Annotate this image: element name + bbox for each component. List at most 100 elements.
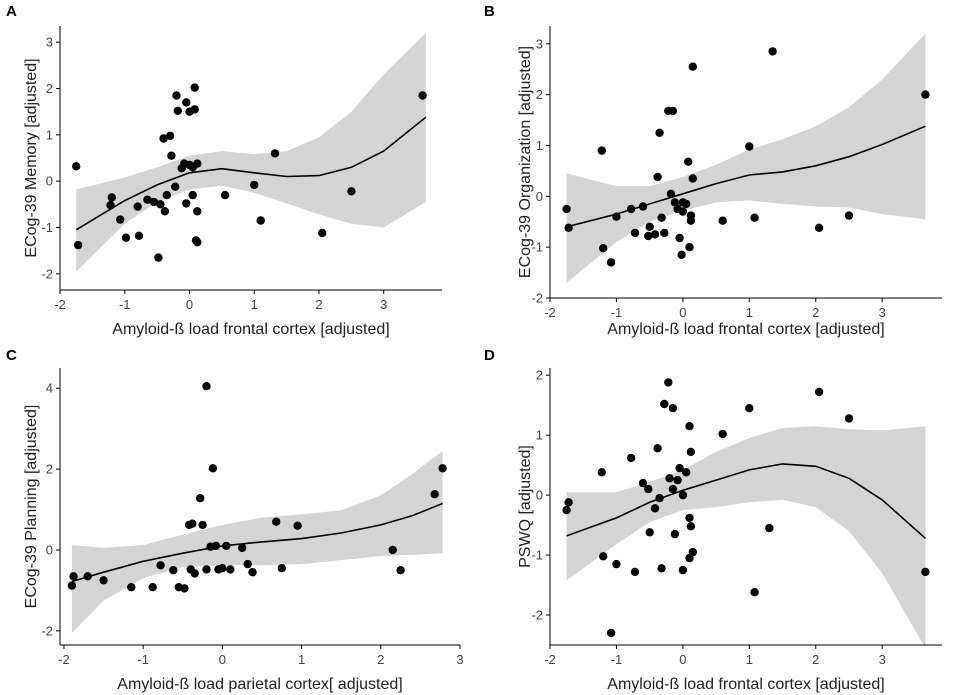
- panel-b-point-36: [814, 223, 824, 232]
- panel-b-point-33: [745, 142, 754, 151]
- panel-d-point-27: [685, 513, 694, 523]
- panel-a-x-tick-label: -2: [54, 297, 66, 312]
- panel-c-fit-line: [71, 502, 443, 583]
- panel-d-x-title: Amyloid-ß load frontal cortex [adjusted]: [607, 676, 884, 693]
- panel-c-point-9: [180, 584, 189, 593]
- panel-b-label: B: [484, 3, 495, 20]
- panel-b-x-tick-label: -1: [611, 305, 623, 320]
- panel-a-label: A: [6, 3, 17, 20]
- panel-b-point-18: [668, 106, 678, 116]
- panel-d-fit-line: [566, 463, 926, 539]
- panel-a-y-title: ECog-39 Memory [adjusted]: [23, 58, 40, 257]
- panel-d-point-11: [650, 504, 660, 513]
- panel-a-point-32: [193, 159, 202, 168]
- panel-c-point-5: [148, 583, 157, 592]
- panel-c-point-30: [293, 521, 302, 530]
- panel-a-point-30: [193, 238, 202, 247]
- panel-b-point-38: [921, 90, 930, 99]
- panel-a-point-38: [318, 228, 327, 238]
- panel-b-point-9: [644, 231, 653, 241]
- panel-d-point-2: [597, 468, 606, 477]
- panel-b-point-26: [684, 157, 693, 166]
- panel-d-x-tick-label: 0: [679, 652, 686, 667]
- panel-a-point-5: [121, 233, 131, 242]
- panel-a-y-tick-label: -1: [41, 220, 53, 235]
- panel-b-point-13: [655, 128, 664, 137]
- panel-a-point-31: [193, 207, 202, 216]
- panel-a-point-36: [256, 216, 265, 225]
- panel-d-point-20: [670, 529, 680, 539]
- panel-b-y-tick-label: 3: [536, 36, 543, 51]
- panel-a-confidence-band: [76, 32, 426, 272]
- panel-b-y-tick-label: -2: [531, 291, 543, 306]
- panel-c-point-25: [238, 543, 247, 553]
- panel-d-point-21: [673, 475, 682, 485]
- panel-a-point-39: [347, 187, 356, 196]
- panel-d-point-17: [665, 474, 674, 483]
- panel-c-point-22: [218, 564, 227, 573]
- panel-b-x-title: Amyloid-ß load frontal cortex [adjusted]: [607, 321, 884, 338]
- panel-b-point-6: [626, 204, 636, 214]
- panel-a-point-4: [116, 215, 125, 224]
- panel-d-point-38: [921, 567, 930, 577]
- panel-d-confidence-band: [566, 426, 926, 648]
- panel-c-point-32: [396, 566, 405, 575]
- panel-d-point-7: [630, 567, 640, 577]
- panel-b-point-22: [678, 207, 688, 216]
- panel-d-point-26: [685, 422, 694, 431]
- panel-b-y-tick-label: 2: [536, 87, 543, 102]
- panel-a-point-35: [250, 180, 259, 190]
- panel-b-y-tick-label: -1: [531, 240, 543, 255]
- panel-c-point-20: [211, 541, 221, 551]
- panel-b-point-7: [630, 228, 640, 238]
- panel-c-point-33: [430, 490, 439, 499]
- panel-a-point-6: [134, 231, 144, 240]
- panel-a-point-2: [107, 193, 117, 202]
- panel-b-point-35: [768, 47, 777, 56]
- panel-d-point-1: [564, 498, 573, 507]
- panel-a-point-37: [270, 149, 280, 158]
- panel-d-point-4: [606, 628, 616, 638]
- panel-a-point-1: [73, 240, 83, 250]
- panel-b-y-tick-label: 0: [536, 189, 543, 204]
- panel-d-point-0: [562, 505, 571, 515]
- panel-a-x-tick-label: -1: [119, 297, 131, 312]
- panel-b-point-23: [677, 250, 686, 259]
- panel-a-y-tick-label: -2: [41, 266, 53, 281]
- panel-d-y-tick-label: 2: [536, 368, 543, 383]
- panel-d-label: D: [484, 347, 495, 364]
- panel-a-fit-line: [75, 116, 427, 231]
- panel-c-x-tick-label: 1: [298, 652, 305, 667]
- panel-d-x-tick-label: 1: [746, 652, 753, 667]
- panel-c-point-1: [69, 572, 78, 581]
- panel-c-point-27: [248, 568, 257, 577]
- panel-c: C -2 -1 0 1 2 3 -2 0 2 4 Amyloid-ß load parietal co…: [6, 347, 464, 693]
- panel-a-y-tick-label: 0: [46, 174, 53, 189]
- panel-a-y-tick-label: 1: [46, 127, 53, 142]
- panel-d-point-37: [844, 414, 854, 423]
- panel-d-x-tick-label: 2: [812, 652, 819, 667]
- panel-c-y-tick-label: 2: [46, 462, 53, 477]
- panel-b-point-11: [650, 230, 660, 239]
- panel-b-point-30: [688, 174, 697, 183]
- panel-c-point-0: [67, 581, 77, 590]
- panel-a-point-22: [182, 98, 191, 107]
- panel-d-point-10: [645, 528, 654, 537]
- panel-c-point-29: [277, 564, 286, 573]
- panel-d-point-31: [685, 553, 694, 563]
- panel-b-x-tick-label: 3: [879, 305, 886, 320]
- panel-d-point-28: [686, 522, 696, 531]
- panel-b-point-1: [564, 223, 573, 232]
- panel-a-point-15: [165, 131, 175, 140]
- panel-b-y-tick-label: 1: [536, 138, 543, 153]
- panel-a-x-tick-label: 2: [315, 297, 322, 312]
- panel-b-point-0: [562, 204, 571, 214]
- panel-a-point-40: [418, 91, 427, 100]
- panel-a-point-10: [154, 253, 163, 262]
- panel-c-x-tick-label: -2: [58, 652, 70, 667]
- panel-d-y-title: PSWQ [adjusted]: [517, 445, 534, 568]
- panel-c-y-tick-label: 4: [46, 381, 53, 396]
- panel-d: D -2 -1 0 1 2 3 -2 -1 0 1 2 Amyloid-ß load frontal c…: [484, 347, 942, 693]
- panel-d-y-tick-label: 1: [536, 428, 543, 443]
